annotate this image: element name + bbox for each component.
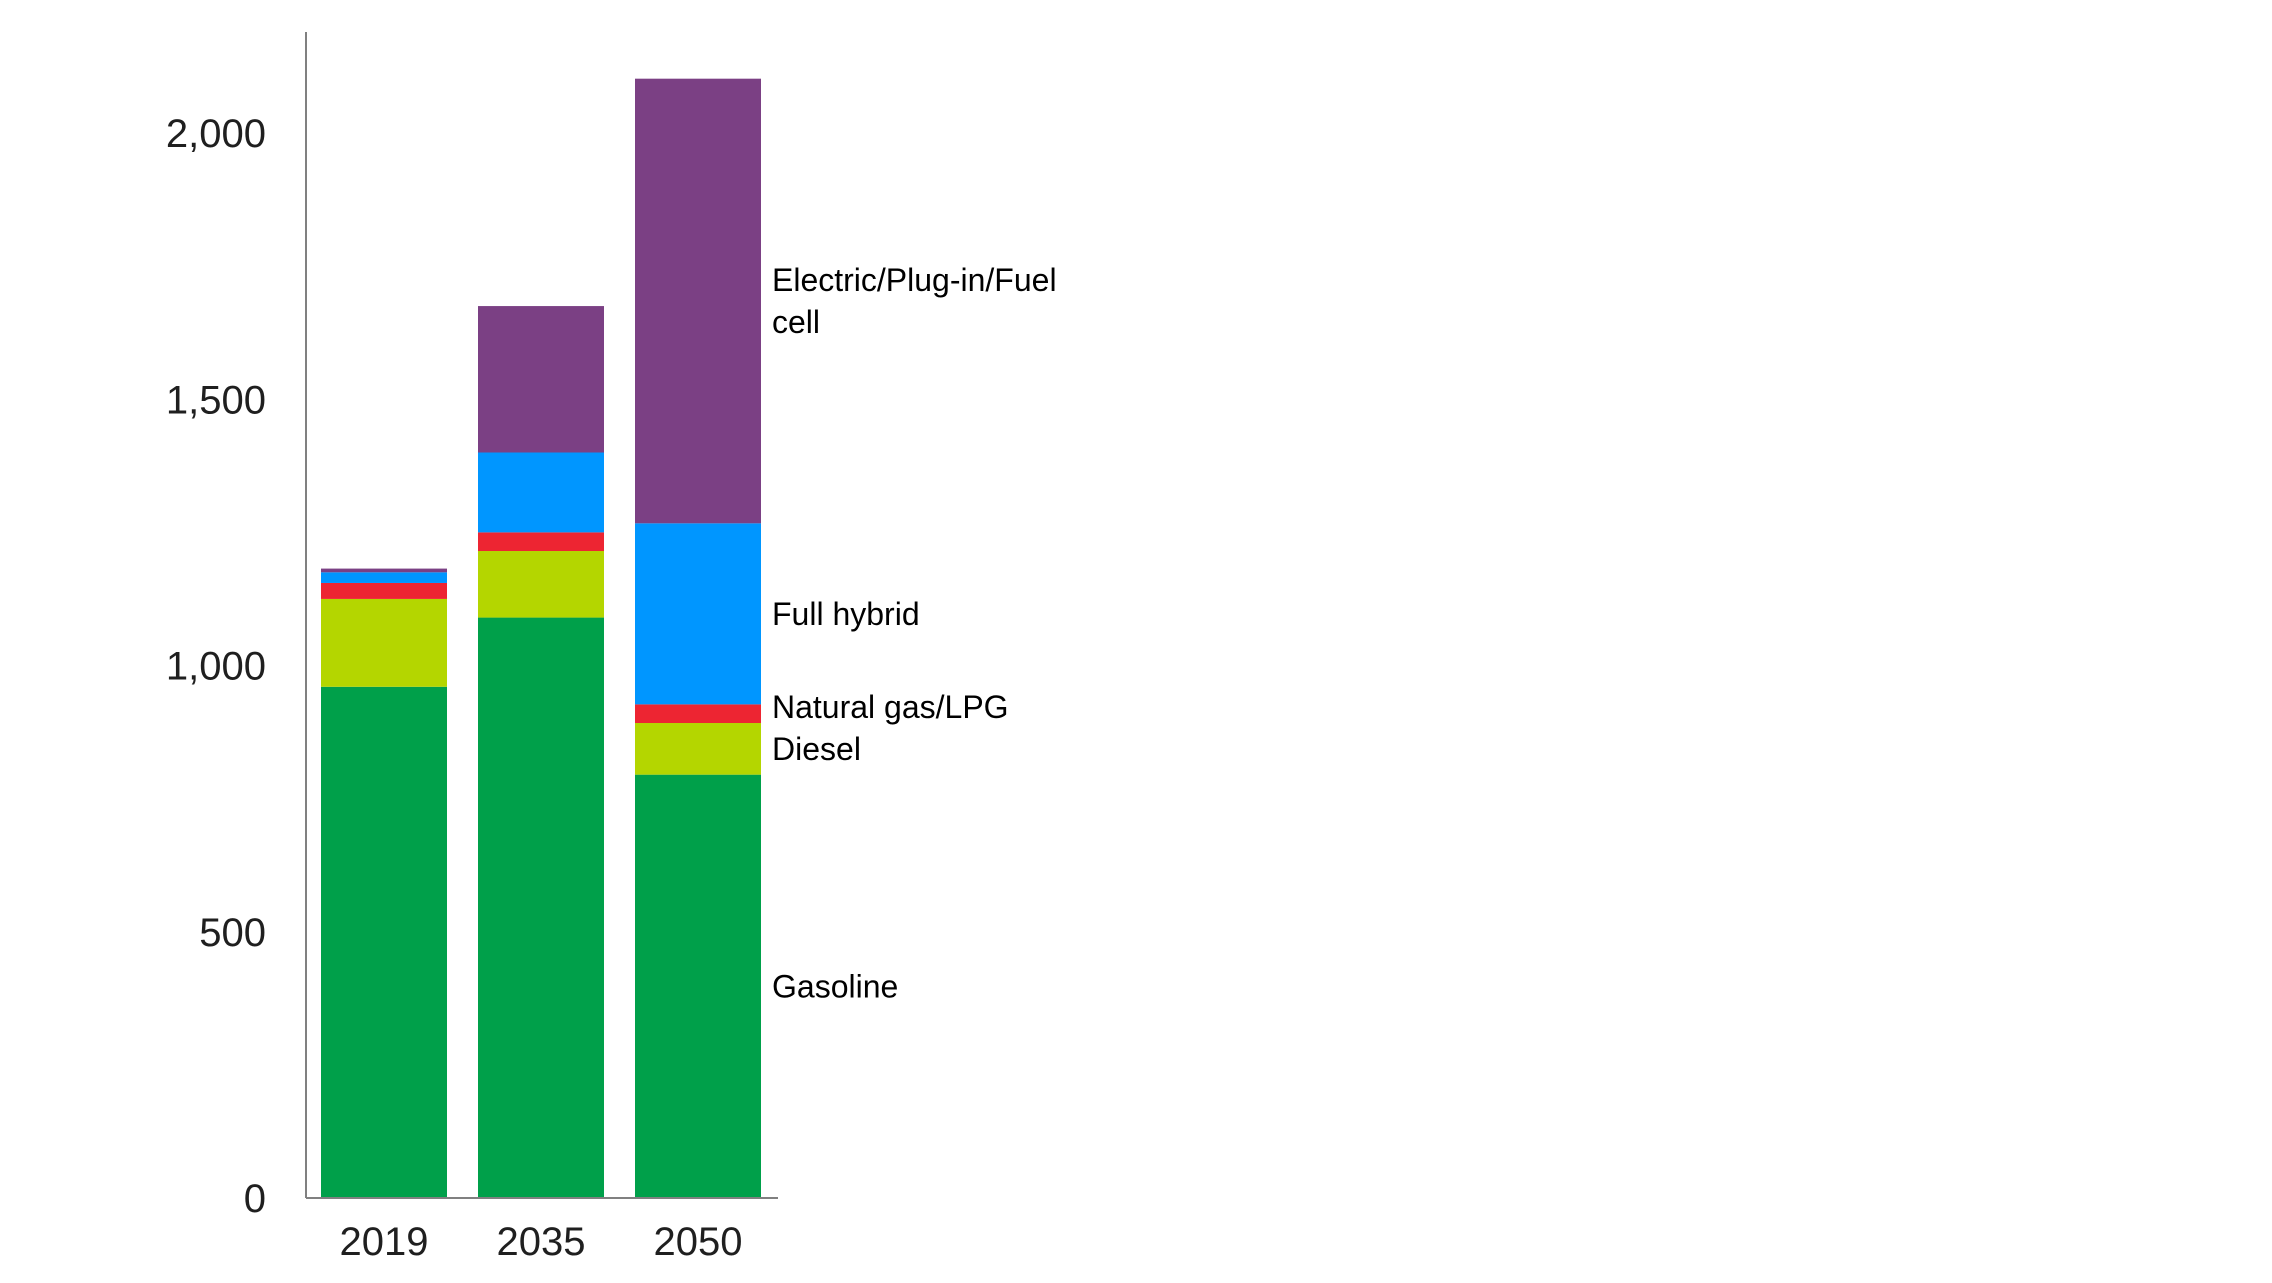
y-tick-label: 500 <box>199 911 266 955</box>
series-label-electric-plug-in-fuel-cell: Electric/Plug-in/Fuel cell <box>772 262 1057 340</box>
series-label-natural-gas-lpg: Natural gas/LPG <box>772 689 1009 725</box>
series-label-line: Natural gas/LPG <box>772 689 1009 725</box>
bar-segment-diesel-2050 <box>635 723 761 775</box>
series-label-line: Full hybrid <box>772 596 920 632</box>
series-label-line: Gasoline <box>772 968 898 1004</box>
y-tick-label: 1,000 <box>166 645 266 689</box>
series-label-line: Electric/Plug-in/Fuel <box>772 262 1057 298</box>
series-label-full-hybrid: Full hybrid <box>772 596 920 632</box>
bar-segment-diesel-2019 <box>321 598 447 687</box>
series-label-gasoline: Gasoline <box>772 968 898 1004</box>
bar-segment-full-hybrid-2050 <box>635 523 761 705</box>
x-tick-label-2050: 2050 <box>654 1220 743 1264</box>
series-label-line: Diesel <box>772 731 861 767</box>
bar-segment-gasoline-2019 <box>321 686 447 1198</box>
bar-segment-full-hybrid-2019 <box>321 572 447 583</box>
axes-layer <box>305 32 778 1199</box>
bar-segment-gasoline-2035 <box>478 617 604 1198</box>
bar-segment-electric-plug-in-fuel-cell-2019 <box>321 568 447 573</box>
series-label-line: cell <box>772 304 820 340</box>
y-tick-label: 2,000 <box>166 112 266 156</box>
bars-layer <box>321 78 761 1198</box>
y-tick-label: 1,500 <box>166 378 266 422</box>
x-tick-label-2019: 2019 <box>340 1220 429 1264</box>
bar-segment-natural-gas-lpg-2019 <box>321 582 447 599</box>
x-tick-label-2035: 2035 <box>497 1220 586 1264</box>
bar-segment-electric-plug-in-fuel-cell-2050 <box>635 78 761 524</box>
y-tick-label: 0 <box>244 1177 266 1221</box>
bar-segment-natural-gas-lpg-2035 <box>478 532 604 552</box>
bar-segment-natural-gas-lpg-2050 <box>635 704 761 724</box>
bar-segment-full-hybrid-2035 <box>478 452 604 533</box>
series-label-diesel: Diesel <box>772 731 861 767</box>
bar-segment-gasoline-2050 <box>635 774 761 1198</box>
labels-layer: 0 500 1,000 1,500 2,000 2019 2035 2050 Gasoline D… <box>166 112 1057 1264</box>
bar-segment-diesel-2035 <box>478 551 604 618</box>
bar-segment-electric-plug-in-fuel-cell-2035 <box>478 306 604 453</box>
